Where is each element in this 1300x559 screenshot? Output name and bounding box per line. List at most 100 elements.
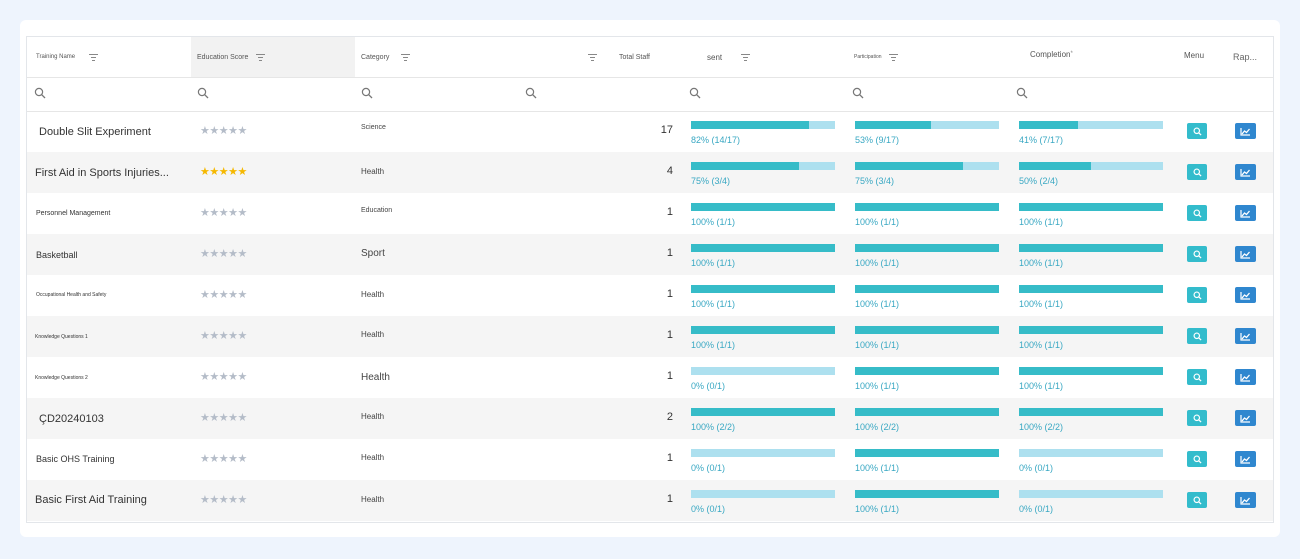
- training-name[interactable]: Basic First Aid Training: [35, 493, 147, 506]
- header-unlabeled-filter[interactable]: [588, 37, 600, 77]
- report-button[interactable]: [1235, 164, 1256, 180]
- report-button[interactable]: [1235, 410, 1256, 426]
- table-row[interactable]: Occupational Health and Safety ★★★★★ Healt…: [27, 275, 1273, 316]
- table-row[interactable]: Personnel Management ★★★★★ Education 1 100% …: [27, 193, 1273, 234]
- zoom-button[interactable]: [1187, 246, 1207, 262]
- training-name[interactable]: Basketball: [36, 249, 78, 260]
- zoom-button[interactable]: [1187, 205, 1207, 221]
- training-name[interactable]: Occupational Health and Safety: [36, 291, 107, 298]
- search-icon[interactable]: [1016, 87, 1028, 99]
- filter-icon[interactable]: [401, 53, 411, 61]
- table-row[interactable]: First Aid in Sports Injuries... ★★★★★ Heal…: [27, 152, 1273, 193]
- filter-icon[interactable]: [89, 53, 99, 61]
- header-completion[interactable]: Completion *: [1030, 34, 1110, 74]
- report-button[interactable]: [1235, 328, 1256, 344]
- zoom-button[interactable]: [1187, 123, 1207, 139]
- table-row[interactable]: Basic First Aid Training ★★★★★ Health 1 0% (…: [27, 480, 1273, 521]
- sent-progress-bar: [691, 408, 835, 416]
- filter-icon[interactable]: [256, 53, 266, 61]
- rating-stars[interactable]: ★★★★★: [200, 166, 247, 178]
- table-row[interactable]: Knowledge Questions 1 ★★★★★ Health 1 100% (1…: [27, 316, 1273, 357]
- participation-progress-fill: [855, 490, 999, 498]
- report-button[interactable]: [1235, 492, 1256, 508]
- header-sent-label: sent: [707, 52, 723, 62]
- training-name[interactable]: Knowledge Questions 2: [35, 374, 88, 381]
- header-training-name[interactable]: Training Name: [36, 37, 191, 77]
- completion-percent-label: 100% (2/2): [1019, 422, 1064, 432]
- completion-progress-fill: [1019, 162, 1091, 170]
- training-name[interactable]: Knowledge Questions 1: [35, 333, 88, 340]
- header-completion-label: Completion: [1030, 49, 1071, 59]
- sent-progress-bar: [691, 121, 835, 129]
- rating-stars[interactable]: ★★★★★: [200, 371, 247, 383]
- report-button[interactable]: [1235, 246, 1256, 262]
- filter-icon[interactable]: [741, 53, 751, 61]
- zoom-button[interactable]: [1187, 164, 1207, 180]
- zoom-button[interactable]: [1187, 492, 1207, 508]
- rating-stars[interactable]: ★★★★★: [200, 248, 247, 260]
- training-name[interactable]: ÇD20240103: [39, 412, 104, 425]
- category-label: Health: [361, 167, 385, 176]
- zoom-button[interactable]: [1187, 328, 1207, 344]
- zoom-button[interactable]: [1187, 451, 1207, 467]
- report-button[interactable]: [1235, 451, 1256, 467]
- header-participation[interactable]: Participation: [854, 37, 974, 77]
- zoom-button[interactable]: [1187, 410, 1207, 426]
- rating-stars[interactable]: ★★★★★: [200, 453, 247, 465]
- training-name[interactable]: First Aid in Sports Injuries...: [35, 166, 169, 179]
- total-staff-value: 1: [666, 247, 673, 259]
- sent-progress-fill: [691, 408, 835, 416]
- search-icon[interactable]: [689, 87, 701, 99]
- report-button[interactable]: [1235, 205, 1256, 221]
- rating-stars[interactable]: ★★★★★: [200, 125, 247, 137]
- header-menu-label: Menu: [1184, 50, 1205, 60]
- report-button[interactable]: [1235, 287, 1256, 303]
- sent-percent-label: 100% (2/2): [691, 422, 736, 432]
- sent-progress-bar: [691, 326, 835, 334]
- participation-percent-label: 100% (1/1): [855, 217, 900, 227]
- filter-icon[interactable]: [588, 53, 597, 61]
- completion-progress-bar: [1019, 449, 1163, 457]
- rating-stars[interactable]: ★★★★★: [200, 207, 247, 219]
- table-row[interactable]: Double Slit Experiment ★★★★★ Science 17 82% …: [27, 111, 1273, 152]
- completion-progress-bar: [1019, 285, 1163, 293]
- completion-percent-label: 0% (0/1): [1019, 463, 1054, 473]
- zoom-icon: [1192, 167, 1202, 177]
- filter-icon[interactable]: [888, 53, 898, 61]
- participation-progress-bar: [855, 121, 999, 129]
- table-row[interactable]: ÇD20240103 ★★★★★ Health 2 100% (2/2) 100% (2/…: [27, 398, 1273, 439]
- completion-progress-bar: [1019, 490, 1163, 498]
- header-total-staff[interactable]: Total Staff: [619, 37, 679, 77]
- header-education-score[interactable]: Education Score: [191, 37, 355, 77]
- search-icon[interactable]: [852, 87, 864, 99]
- search-icon[interactable]: [34, 87, 46, 99]
- header-report: Rap...: [1233, 37, 1269, 77]
- search-icon[interactable]: [525, 87, 537, 99]
- report-button[interactable]: [1235, 123, 1256, 139]
- sent-percent-label: 100% (1/1): [691, 258, 736, 268]
- training-name[interactable]: Personnel Management: [36, 210, 111, 217]
- rating-stars[interactable]: ★★★★★: [200, 330, 247, 342]
- rating-stars[interactable]: ★★★★★: [200, 494, 247, 506]
- sent-progress-bar: [691, 244, 835, 252]
- rating-stars[interactable]: ★★★★★: [200, 412, 247, 424]
- header-category[interactable]: Category: [361, 37, 481, 77]
- table-row[interactable]: Knowledge Questions 2 ★★★★★ Health 1 0% (0/1…: [27, 357, 1273, 398]
- search-icon[interactable]: [361, 87, 373, 99]
- zoom-button[interactable]: [1187, 287, 1207, 303]
- completion-progress-bar: [1019, 326, 1163, 334]
- rating-stars[interactable]: ★★★★★: [200, 289, 247, 301]
- training-name[interactable]: Double Slit Experiment: [39, 125, 151, 138]
- chart-icon: [1240, 291, 1250, 300]
- chart-icon: [1240, 250, 1250, 259]
- zoom-button[interactable]: [1187, 369, 1207, 385]
- table-row[interactable]: Basic OHS Training ★★★★★ Health 1 0% (0/1) 10…: [27, 439, 1273, 480]
- category-label: Health: [361, 453, 385, 462]
- header-sent[interactable]: sent: [707, 37, 787, 77]
- training-name[interactable]: Basic OHS Training: [36, 453, 115, 464]
- participation-percent-label: 100% (1/1): [855, 504, 900, 514]
- search-icon[interactable]: [197, 87, 209, 99]
- report-button[interactable]: [1235, 369, 1256, 385]
- table-row[interactable]: Basketball ★★★★★ Sport 1 100% (1/1) 100% (1/1…: [27, 234, 1273, 275]
- participation-progress-bar: [855, 244, 999, 252]
